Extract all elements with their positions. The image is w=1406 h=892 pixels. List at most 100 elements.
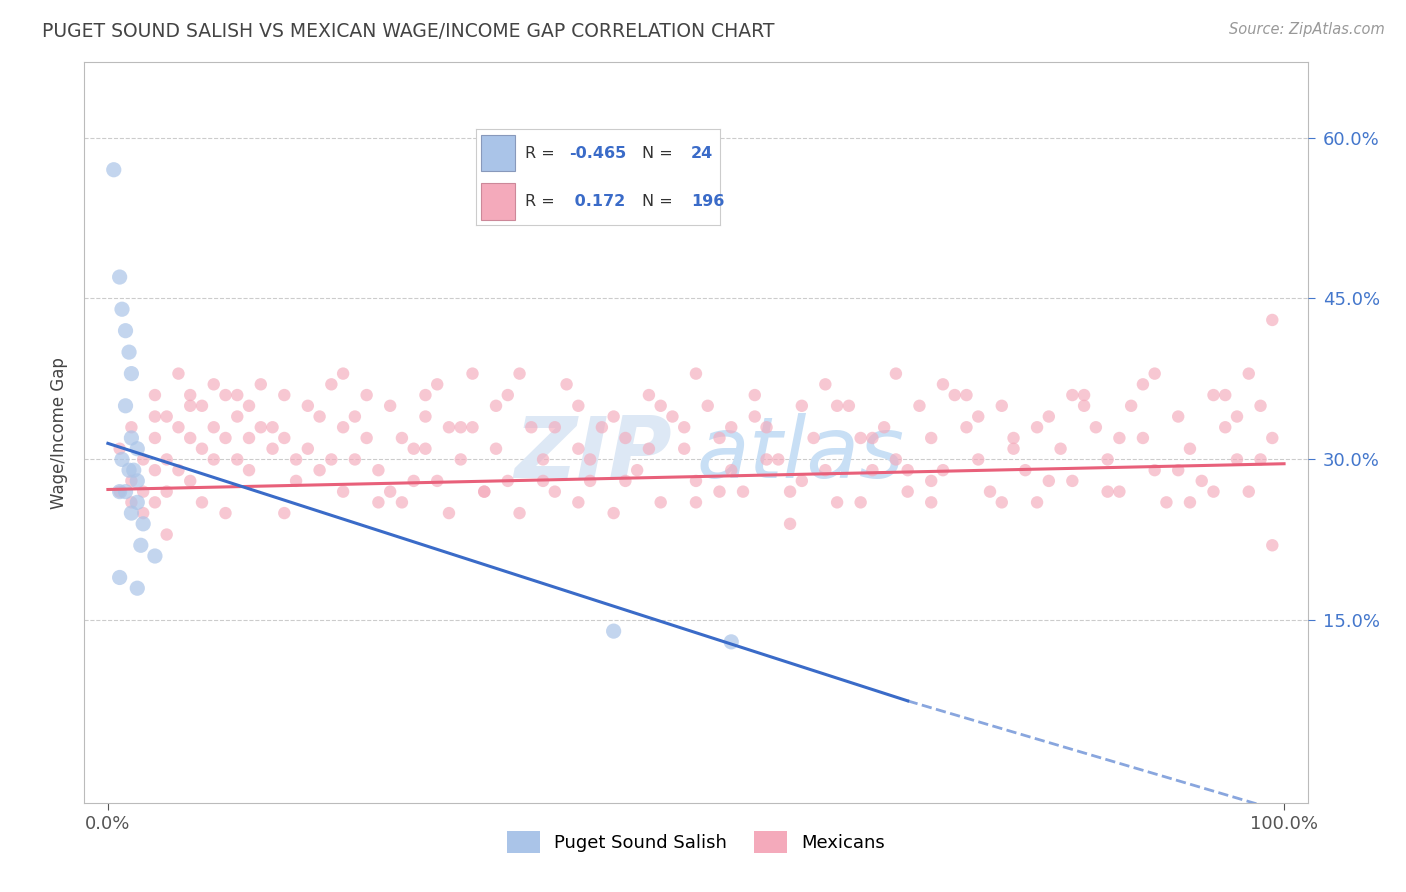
Point (108, 442, 131, 456)
Point (591, 420, 613, 434)
Point (1073, 399, 1095, 413)
Point (967, 409, 990, 424)
Point (979, 484, 1001, 499)
Point (779, 516, 801, 531)
Point (111, 452, 134, 467)
Point (602, 506, 624, 520)
Point (1213, 388, 1236, 402)
Point (1143, 367, 1166, 381)
Point (1178, 495, 1201, 509)
Point (849, 431, 872, 445)
Point (803, 431, 825, 445)
Point (897, 484, 920, 499)
Text: PUGET SOUND SALISH VS MEXICAN WAGE/INCOME GAP CORRELATION CHART: PUGET SOUND SALISH VS MEXICAN WAGE/INCOM… (42, 22, 775, 41)
Point (262, 442, 284, 456)
Point (614, 474, 637, 488)
Point (1002, 442, 1025, 456)
Point (1108, 484, 1130, 499)
Point (814, 377, 837, 392)
Point (367, 463, 389, 477)
Point (437, 506, 460, 520)
Point (884, 452, 907, 467)
Point (143, 463, 166, 477)
Point (860, 431, 883, 445)
Point (932, 463, 955, 477)
Point (661, 409, 683, 424)
Point (1026, 495, 1049, 509)
Point (744, 409, 766, 424)
Point (567, 442, 589, 456)
Point (249, 420, 271, 434)
Point (120, 474, 142, 488)
Point (156, 527, 179, 541)
Point (496, 388, 519, 402)
Point (380, 484, 402, 499)
Point (943, 388, 966, 402)
Point (127, 474, 149, 488)
Point (1261, 431, 1284, 445)
Point (321, 452, 343, 467)
Point (991, 399, 1014, 413)
Point (814, 463, 837, 477)
Point (520, 420, 543, 434)
Point (1073, 388, 1095, 402)
Point (825, 495, 848, 509)
Point (1156, 495, 1178, 509)
Point (1002, 431, 1025, 445)
Point (509, 506, 531, 520)
Point (214, 506, 236, 520)
Point (897, 463, 920, 477)
Point (685, 474, 707, 488)
Point (191, 399, 214, 413)
Point (790, 474, 813, 488)
Point (790, 399, 813, 413)
Point (825, 399, 848, 413)
Point (143, 549, 166, 563)
Point (415, 409, 437, 424)
Point (1213, 420, 1236, 434)
Point (202, 420, 225, 434)
Point (191, 442, 214, 456)
Point (955, 420, 977, 434)
Point (132, 484, 155, 499)
Point (127, 581, 149, 595)
Point (226, 409, 249, 424)
Point (673, 442, 696, 456)
Point (1202, 388, 1225, 402)
Point (768, 452, 790, 467)
Point (614, 431, 637, 445)
Point (332, 367, 354, 381)
Point (1250, 399, 1272, 413)
Point (838, 399, 860, 413)
Point (273, 506, 295, 520)
Point (650, 495, 672, 509)
Point (696, 399, 718, 413)
Point (1062, 388, 1084, 402)
Point (1261, 313, 1284, 327)
Point (108, 484, 131, 499)
Point (544, 484, 567, 499)
Point (1237, 484, 1260, 499)
Point (685, 367, 707, 381)
Point (238, 463, 260, 477)
Point (367, 495, 389, 509)
Point (120, 506, 142, 520)
Point (426, 377, 449, 392)
Point (437, 420, 460, 434)
Point (531, 474, 554, 488)
Point (709, 431, 731, 445)
Point (755, 452, 778, 467)
Point (391, 431, 413, 445)
Point (127, 442, 149, 456)
Point (472, 484, 495, 499)
Text: atlas: atlas (696, 413, 904, 496)
Point (650, 399, 672, 413)
Point (955, 388, 977, 402)
Point (332, 420, 354, 434)
Point (555, 377, 578, 392)
Point (673, 420, 696, 434)
Point (731, 484, 754, 499)
Point (920, 431, 942, 445)
Point (755, 420, 778, 434)
Point (920, 474, 942, 488)
